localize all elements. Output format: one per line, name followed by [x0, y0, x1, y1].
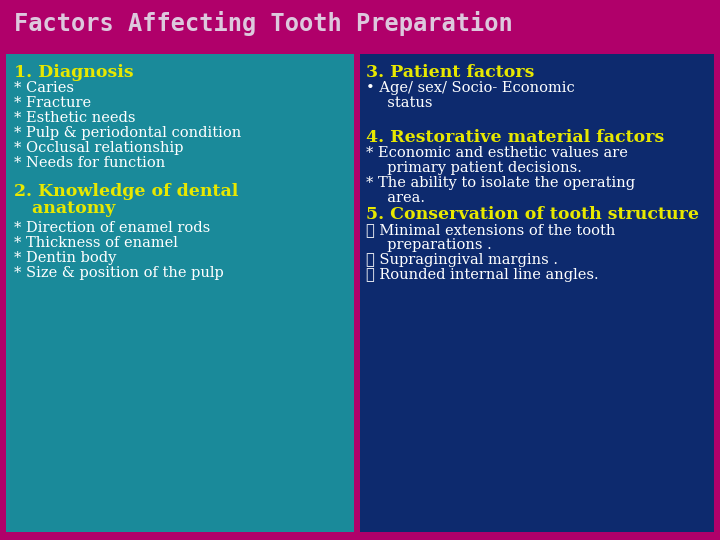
Text: * Fracture: * Fracture: [14, 96, 91, 110]
FancyBboxPatch shape: [0, 0, 720, 48]
Text: • Age/ sex/ Socio- Economic: • Age/ sex/ Socio- Economic: [366, 81, 575, 95]
Text: ❖ Supragingival margins .: ❖ Supragingival margins .: [366, 253, 558, 267]
Text: 2. Knowledge of dental: 2. Knowledge of dental: [14, 183, 238, 200]
Text: ❖ Minimal extensions of the tooth: ❖ Minimal extensions of the tooth: [366, 223, 616, 237]
Text: * Size & position of the pulp: * Size & position of the pulp: [14, 266, 224, 280]
FancyBboxPatch shape: [6, 54, 354, 532]
Text: primary patient decisions.: primary patient decisions.: [378, 161, 582, 175]
Text: * Direction of enamel rods: * Direction of enamel rods: [14, 221, 210, 235]
Text: 1. Diagnosis: 1. Diagnosis: [14, 64, 134, 81]
FancyBboxPatch shape: [360, 54, 714, 532]
Text: * Economic and esthetic values are: * Economic and esthetic values are: [366, 146, 628, 160]
Text: preparations .: preparations .: [378, 238, 492, 252]
Text: 5. Conservation of tooth structure: 5. Conservation of tooth structure: [366, 206, 699, 223]
Text: * Pulp & periodontal condition: * Pulp & periodontal condition: [14, 126, 241, 140]
Text: status: status: [378, 96, 433, 110]
Text: Factors Affecting Tooth Preparation: Factors Affecting Tooth Preparation: [14, 11, 513, 37]
Text: * The ability to isolate the operating: * The ability to isolate the operating: [366, 176, 635, 190]
Text: * Esthetic needs: * Esthetic needs: [14, 111, 135, 125]
Text: 4. Restorative material factors: 4. Restorative material factors: [366, 129, 665, 146]
Text: area.: area.: [378, 191, 425, 205]
Text: * Occlusal relationship: * Occlusal relationship: [14, 141, 184, 155]
Text: * Caries: * Caries: [14, 81, 74, 95]
Text: * Dentin body: * Dentin body: [14, 251, 117, 265]
Text: * Thickness of enamel: * Thickness of enamel: [14, 236, 178, 250]
Text: 3. Patient factors: 3. Patient factors: [366, 64, 534, 81]
Text: * Needs for function: * Needs for function: [14, 156, 166, 170]
Text: anatomy: anatomy: [14, 200, 115, 217]
Text: ❖ Rounded internal line angles.: ❖ Rounded internal line angles.: [366, 268, 598, 282]
